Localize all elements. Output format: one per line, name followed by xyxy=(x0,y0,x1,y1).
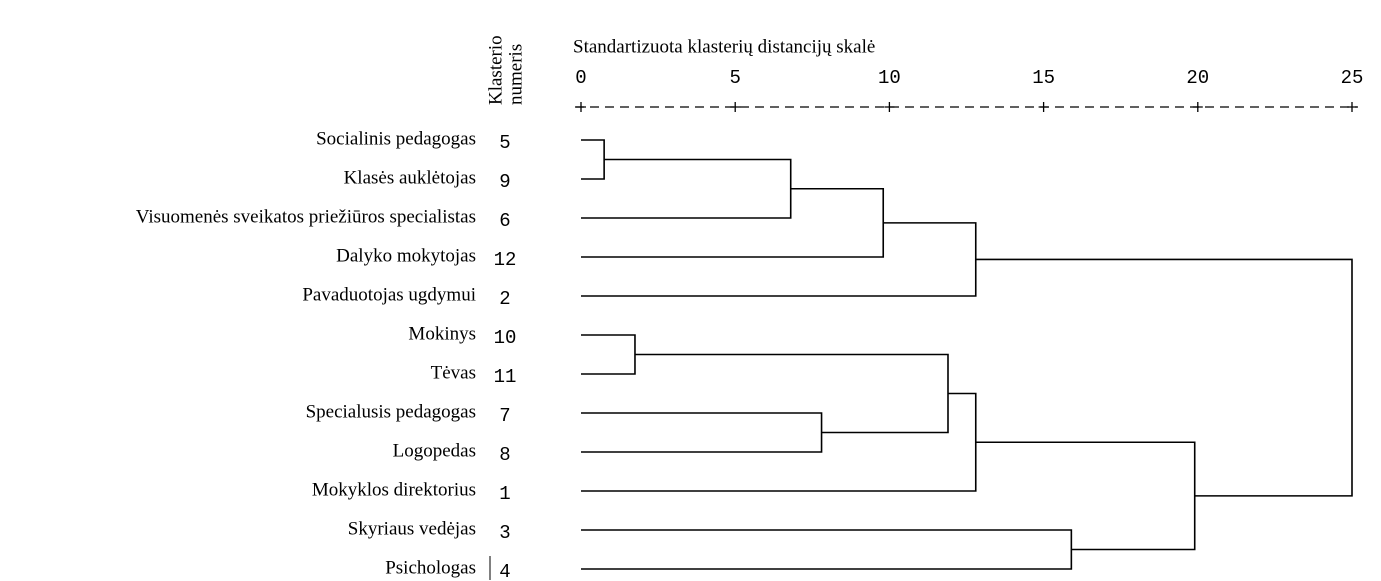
dendrogram-link xyxy=(581,222,977,297)
dendrogram-link xyxy=(581,158,792,219)
cluster-number: 6 xyxy=(499,210,510,232)
cluster-number: 7 xyxy=(499,405,510,427)
leaf-label: Visuomenės sveikatos priežiūros speciali… xyxy=(136,206,476,227)
cluster-number: 8 xyxy=(499,444,510,466)
cluster-number: 10 xyxy=(494,327,517,349)
tick-mark xyxy=(1347,102,1357,112)
dendrogram-link xyxy=(581,334,636,375)
x-tick-label: 5 xyxy=(729,67,740,89)
dendrogram-link xyxy=(975,258,1353,497)
tick-mark xyxy=(1192,102,1203,112)
leaf-label: Klasės auklėtojas xyxy=(344,167,476,188)
tick-mark xyxy=(576,102,586,112)
tick-mark xyxy=(1038,102,1049,112)
x-tick-label: 20 xyxy=(1186,67,1209,89)
leaf-label: Tėvas xyxy=(431,362,476,383)
tick-mark xyxy=(730,102,741,112)
cluster-number: 9 xyxy=(499,171,510,193)
x-tick-label: 0 xyxy=(575,67,586,89)
leaf-label: Socialinis pedagogas xyxy=(316,128,476,149)
cluster-number: 2 xyxy=(499,288,510,310)
leaf-label: Dalyko mokytojas xyxy=(336,245,476,266)
leaf-label: Specialusis pedagogas xyxy=(306,401,476,422)
dendrogram-link xyxy=(581,187,885,258)
x-tick-label: 10 xyxy=(878,67,901,89)
dendrogram-link xyxy=(634,353,949,434)
chart-title: Standartizuota klasterių distancijų skal… xyxy=(573,36,875,57)
leaf-label: Psichologas xyxy=(385,557,476,578)
x-tick-label: 25 xyxy=(1341,67,1364,89)
leaf-label: Mokyklos direktorius xyxy=(312,479,476,500)
leaf-label: Skyriaus vedėjas xyxy=(348,518,476,539)
leaf-label: Mokinys xyxy=(408,323,476,344)
cluster-number: 3 xyxy=(499,522,510,544)
cluster-number: 11 xyxy=(494,366,517,388)
cluster-number: 1 xyxy=(499,483,510,505)
cluster-number: 5 xyxy=(499,132,510,154)
dendrogram-link xyxy=(581,392,977,492)
dendrogram-link xyxy=(581,529,1073,570)
column-label: numeris xyxy=(505,44,526,105)
cluster-number: 12 xyxy=(494,249,517,271)
leaf-label: Pavaduotojas ugdymui xyxy=(302,284,476,305)
tick-mark xyxy=(884,102,895,112)
dendrogram-link xyxy=(975,441,1196,551)
column-label: Klasterio xyxy=(485,35,506,105)
dendrogram-link xyxy=(581,139,605,180)
leaf-label: Logopedas xyxy=(393,440,476,461)
cluster-number: 4 xyxy=(499,561,510,581)
dendrogram-link xyxy=(581,412,823,453)
x-tick-label: 15 xyxy=(1032,67,1055,89)
